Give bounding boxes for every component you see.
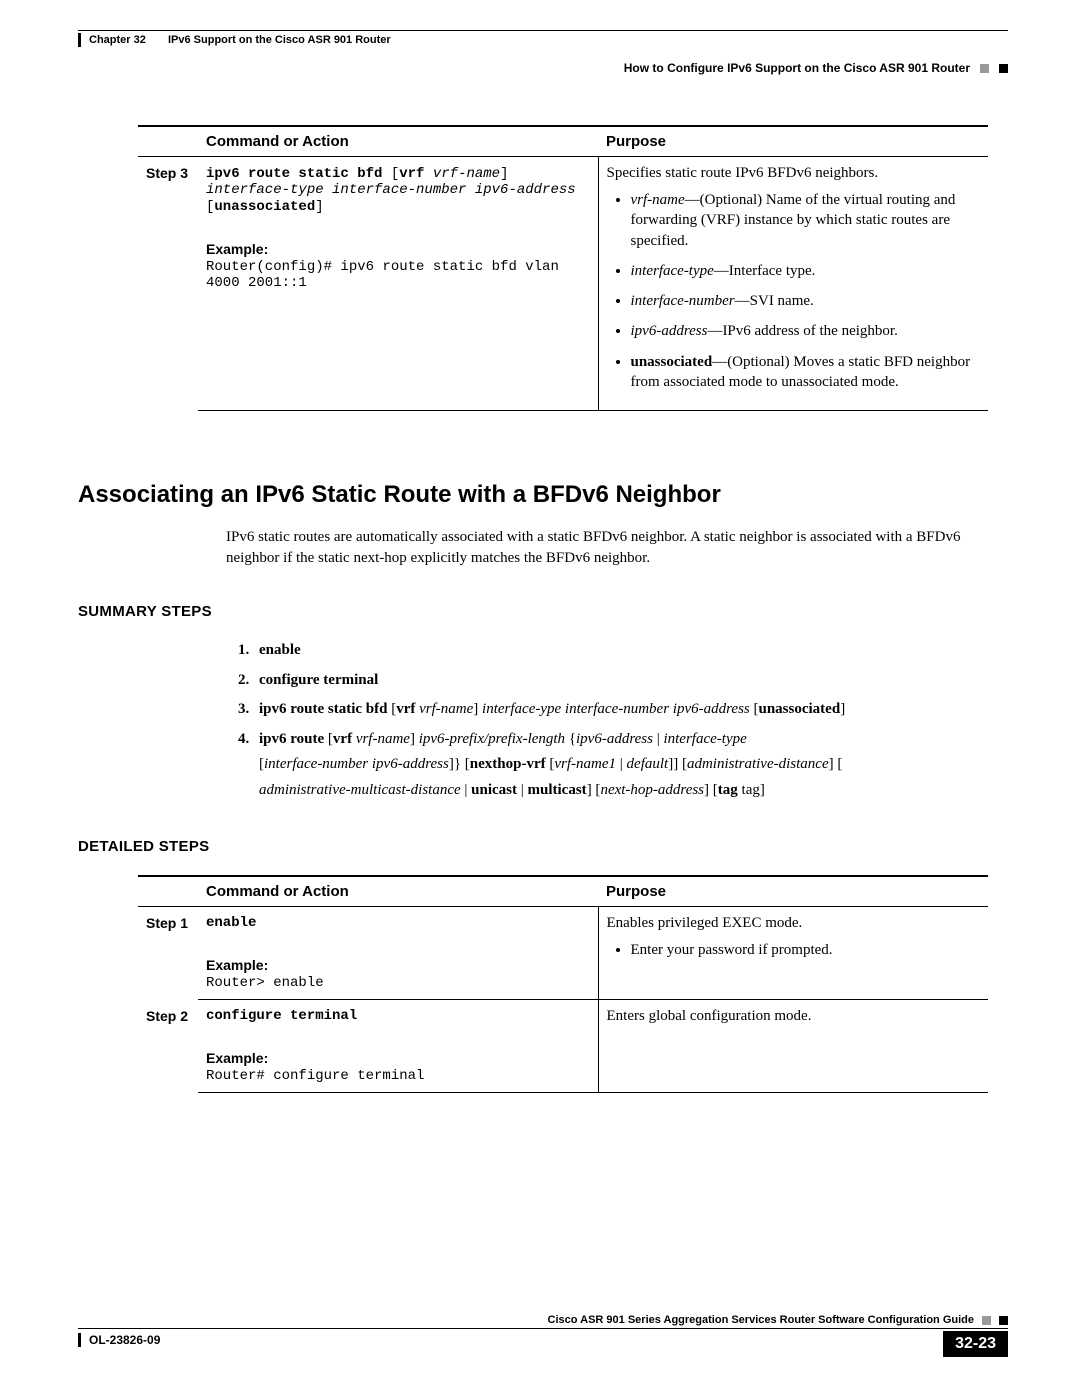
purpose-cell: Enables privileged EXEC mode. Enter your… <box>598 907 988 1000</box>
purpose-bullet: unassociated—(Optional) Moves a static B… <box>631 352 981 393</box>
purpose-intro: Specifies static route IPv6 BFDv6 neighb… <box>607 165 981 182</box>
example-code: Router# configure terminal <box>206 1068 590 1084</box>
t2-header-command: Command or Action <box>198 876 598 907</box>
breadcrumb-row: How to Configure IPv6 Support on the Cis… <box>78 61 1008 75</box>
purpose-cell: Enters global configuration mode. <box>598 1000 988 1093</box>
command-cell: ipv6 route static bfd [vrf vrf-name] int… <box>198 157 598 411</box>
command-table-2: Command or Action Purpose Step 1 enable … <box>138 875 988 1093</box>
purpose-bullet: ipv6-address—IPv6 address of the neighbo… <box>631 321 981 341</box>
header-left-rule <box>78 33 81 47</box>
breadcrumb-text: How to Configure IPv6 Support on the Cis… <box>624 61 970 75</box>
breadcrumb-square-2 <box>999 64 1008 73</box>
guide-title: Cisco ASR 901 Series Aggregation Service… <box>548 1314 974 1326</box>
footer-rule <box>78 1328 1008 1329</box>
purpose-bullet: Enter your password if prompted. <box>631 940 981 960</box>
table-row: Step 3 ipv6 route static bfd [vrf vrf-na… <box>138 157 988 411</box>
step-label: Step 2 <box>138 1000 198 1093</box>
command-cell: enable Example: Router> enable <box>198 907 598 1000</box>
command-table-1: Command or Action Purpose Step 3 ipv6 ro… <box>138 125 988 411</box>
footer-square-2 <box>999 1316 1008 1325</box>
summary-steps-list: enable configure terminal ipv6 route sta… <box>253 638 993 803</box>
example-label: Example: <box>206 1050 590 1066</box>
example-code: Router(config)# ipv6 route static bfd vl… <box>206 259 590 291</box>
footer-square-1 <box>982 1316 991 1325</box>
summary-step: configure terminal <box>253 668 993 694</box>
step-label: Step 3 <box>138 157 198 411</box>
example-label: Example: <box>206 241 590 257</box>
detailed-steps-label: DETAILED STEPS <box>78 838 1008 855</box>
chapter-label: Chapter 32 <box>89 34 146 46</box>
summary-steps-label: SUMMARY STEPS <box>78 603 1008 620</box>
summary-step: ipv6 route static bfd [vrf vrf-name] int… <box>253 697 993 723</box>
table-row: Step 2 configure terminal Example: Route… <box>138 1000 988 1093</box>
t2-header-purpose: Purpose <box>598 876 988 907</box>
purpose-bullet: interface-number—SVI name. <box>631 291 981 311</box>
section-heading: Associating an IPv6 Static Route with a … <box>78 481 1008 509</box>
summary-step: enable <box>253 638 993 664</box>
example-label: Example: <box>206 957 590 973</box>
t1-header-command: Command or Action <box>198 126 598 157</box>
command-cell: configure terminal Example: Router# conf… <box>198 1000 598 1093</box>
purpose-cell: Specifies static route IPv6 BFDv6 neighb… <box>598 157 988 411</box>
summary-step: ipv6 route [vrf vrf-name] ipv6-prefix/pr… <box>253 727 993 804</box>
table-row: Step 1 enable Example: Router> enable En… <box>138 907 988 1000</box>
breadcrumb-square-1 <box>980 64 989 73</box>
purpose-bullet: interface-type—Interface type. <box>631 261 981 281</box>
page-footer: Cisco ASR 901 Series Aggregation Service… <box>78 1314 1008 1357</box>
header-row: Chapter 32 IPv6 Support on the Cisco ASR… <box>78 33 1008 47</box>
footer-vrule <box>78 1333 81 1347</box>
section-intro: IPv6 static routes are automatically ass… <box>226 527 986 569</box>
example-code: Router> enable <box>206 975 590 991</box>
header-rule <box>78 30 1008 31</box>
chapter-title: IPv6 Support on the Cisco ASR 901 Router <box>168 34 391 46</box>
doc-id: OL-23826-09 <box>89 1333 160 1347</box>
t1-header-purpose: Purpose <box>598 126 988 157</box>
step-label: Step 1 <box>138 907 198 1000</box>
purpose-bullet: vrf-name—(Optional) Name of the virtual … <box>631 190 981 251</box>
page-number: 32-23 <box>943 1331 1008 1357</box>
